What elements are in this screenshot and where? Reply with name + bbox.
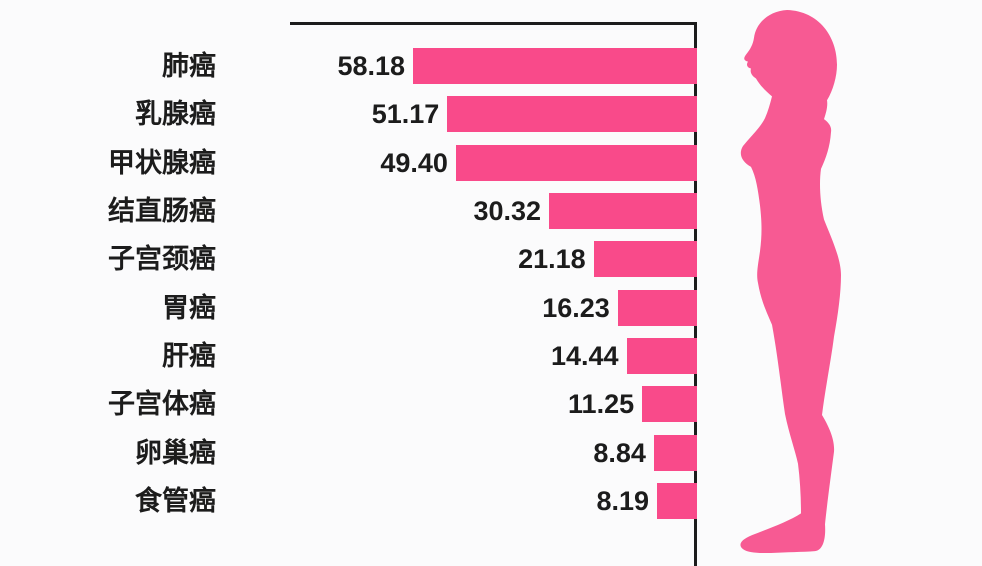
category-label: 子宫体癌 (108, 389, 216, 420)
value-label: 8.84 (593, 437, 646, 468)
value-label: 30.32 (473, 195, 542, 226)
value-label: 21.18 (518, 244, 586, 275)
bar (642, 386, 697, 423)
value-label: 16.23 (542, 292, 610, 323)
bar (626, 337, 697, 374)
bar (549, 192, 697, 229)
value-label: 51.17 (371, 99, 440, 130)
bar (653, 434, 697, 471)
bar (617, 289, 697, 326)
value-label: 8.19 (596, 485, 650, 516)
category-label: 甲状腺癌 (108, 147, 216, 178)
category-label: 肝癌 (162, 340, 216, 371)
bar (593, 241, 697, 278)
female-silhouette-shape (740, 9, 841, 554)
category-label: 食管癌 (135, 485, 216, 516)
bar (413, 48, 697, 84)
category-label: 结直肠癌 (108, 195, 216, 226)
value-label: 14.44 (550, 340, 619, 371)
bar (657, 482, 697, 519)
value-label: 58.18 (337, 51, 406, 81)
value-label: 49.40 (380, 147, 448, 178)
female-silhouette-icon (740, 9, 841, 554)
category-label: 卵巢癌 (135, 437, 216, 468)
bar (455, 144, 697, 181)
value-label: 11.25 (568, 389, 635, 420)
category-label: 胃癌 (162, 292, 216, 323)
category-label: 肺癌 (162, 51, 216, 81)
category-label: 乳腺癌 (135, 99, 216, 130)
bar (447, 96, 697, 133)
plot-top-border (290, 22, 697, 25)
category-label: 子宫颈癌 (108, 244, 216, 275)
